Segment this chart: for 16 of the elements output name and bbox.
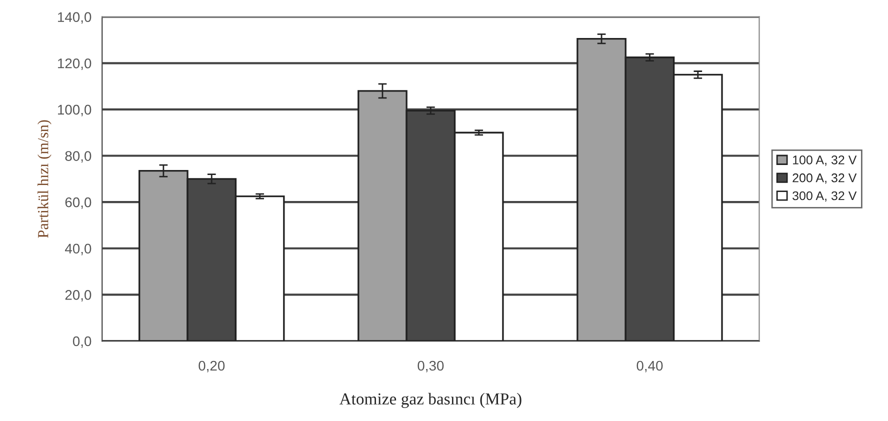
legend-label: 300 A, 32 V xyxy=(792,191,857,202)
y-tick-label: 40,0 xyxy=(64,244,92,256)
y-tick-label: 20,0 xyxy=(65,290,92,302)
y-tick-label: 0,0 xyxy=(72,336,92,348)
x-tick-label: 0,20 xyxy=(198,360,225,372)
legend-label: 200 A, 32 V xyxy=(792,173,857,184)
y-axis-title: Partikül hızı (m/sn) xyxy=(38,120,52,238)
x-axis-title: Atomize gaz basıncı (MPa) xyxy=(339,392,522,408)
y-tick-label: 140,0 xyxy=(58,12,92,24)
y-tick-label: 120,0 xyxy=(58,58,92,70)
y-tick-label: 100,0 xyxy=(58,104,92,116)
legend-label: 100 A, 32 V xyxy=(793,156,857,166)
y-tick-label: 80,0 xyxy=(65,151,92,163)
x-tick-label: 0,30 xyxy=(418,360,444,372)
x-tick-label: 0,40 xyxy=(636,360,663,372)
y-tick-label: 60,0 xyxy=(65,197,92,209)
